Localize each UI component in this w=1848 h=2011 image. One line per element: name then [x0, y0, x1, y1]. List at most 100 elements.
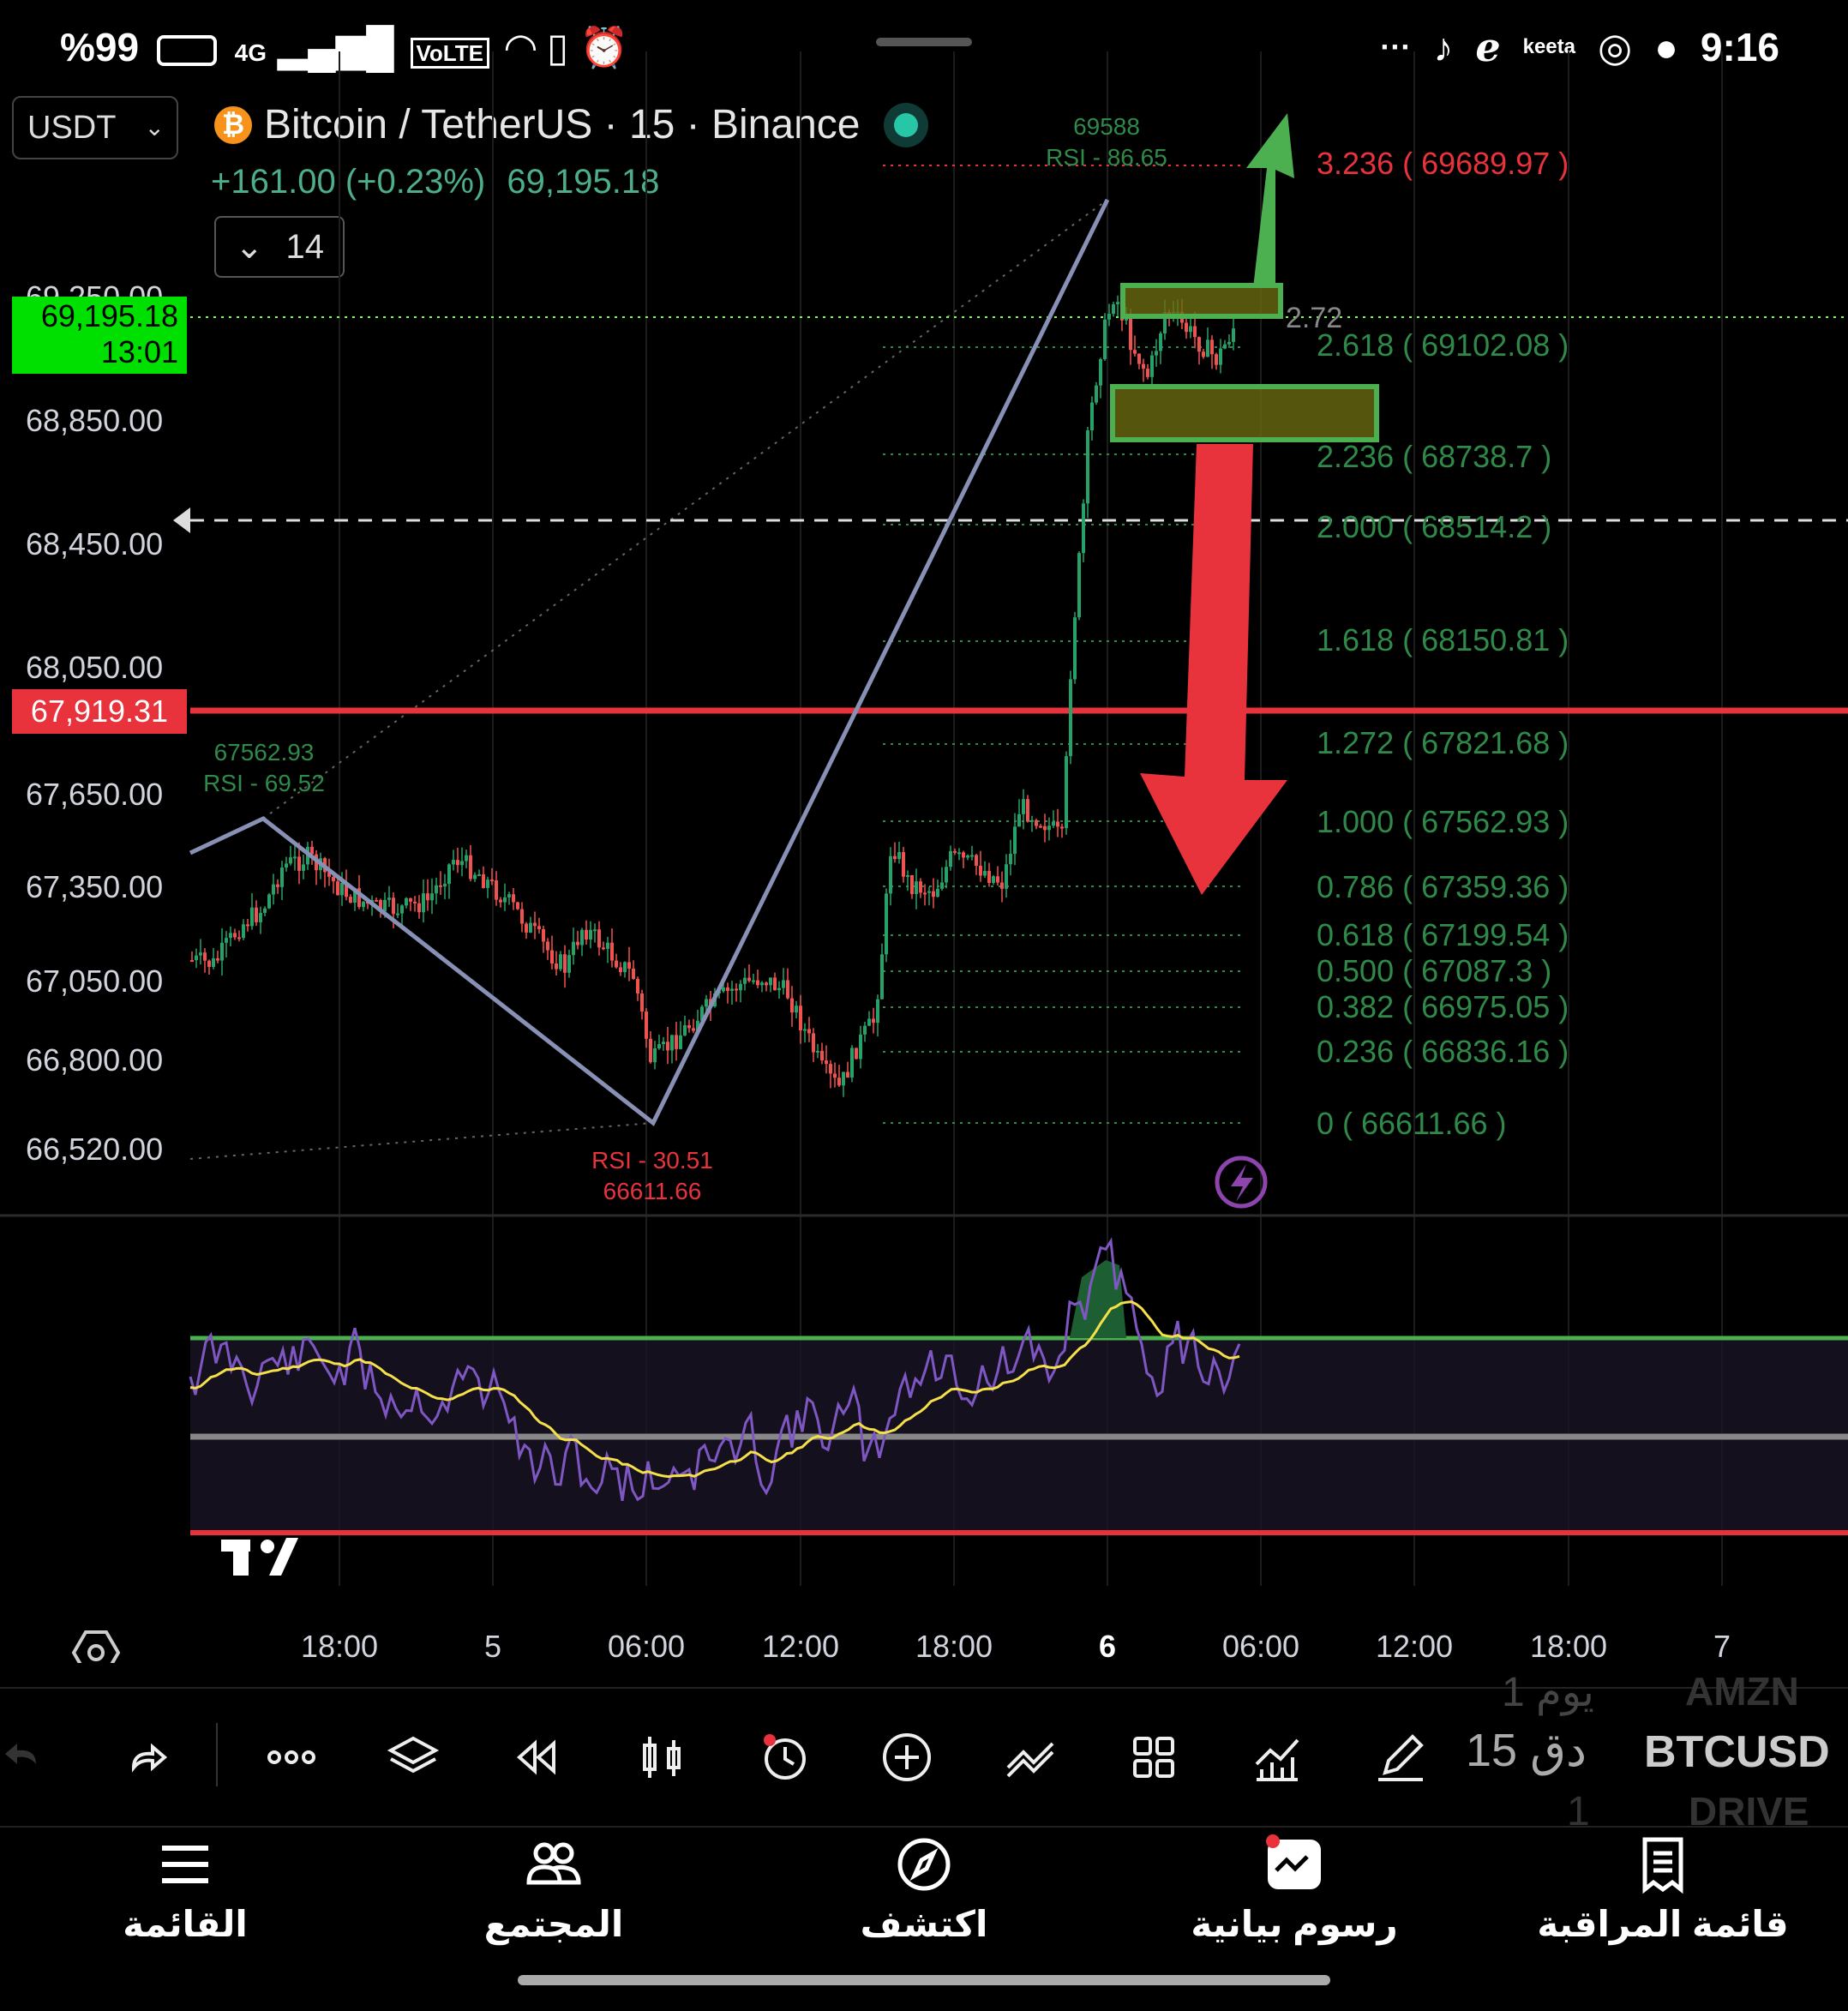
candle-body [842, 1072, 845, 1086]
candle-body [705, 999, 708, 1007]
candle-body [1086, 430, 1089, 504]
candle-body [1185, 322, 1188, 333]
candle-body [1030, 819, 1034, 822]
more-button[interactable] [257, 1723, 326, 1792]
chart-canvas[interactable] [0, 51, 1848, 1663]
redo-button[interactable] [110, 1723, 178, 1792]
time-axis-label: 18:00 [915, 1629, 993, 1664]
time-axis-label: 18:00 [1529, 1629, 1608, 1664]
undo-button[interactable] [0, 1723, 60, 1792]
candle-body [893, 855, 897, 860]
time-axis-label: 6 [1098, 1629, 1117, 1664]
add-button[interactable] [873, 1723, 941, 1792]
candle-body [606, 942, 609, 949]
candle-body [1163, 312, 1167, 333]
draw-button[interactable] [1366, 1723, 1435, 1792]
candle-body [405, 897, 408, 906]
community-icon [526, 1842, 581, 1885]
chart-type-button[interactable] [627, 1723, 696, 1792]
candle-body [692, 1028, 695, 1031]
candle-body [889, 855, 892, 894]
candle-body [850, 1048, 854, 1078]
candle-body [627, 962, 631, 969]
down-arrow [1140, 444, 1287, 895]
price-axis-label: 67,050.00 [26, 963, 164, 999]
candle-body [430, 893, 434, 901]
candle-body [1000, 882, 1004, 889]
candle-body [1017, 813, 1021, 827]
indicator-collapse-toggle[interactable]: ⌄ 14 [214, 216, 345, 278]
candle-body [872, 1018, 875, 1024]
symbol-option[interactable]: AMZN [1685, 1669, 1799, 1714]
candle-body [473, 874, 477, 879]
candle-body [649, 1038, 652, 1063]
menu-icon [162, 1846, 208, 1883]
candle-body [910, 874, 914, 895]
candle-body [465, 855, 468, 861]
layout-button[interactable] [1119, 1723, 1188, 1792]
candle-body [619, 967, 622, 973]
layers-button[interactable] [379, 1723, 447, 1792]
high-price: 69588 [1073, 113, 1140, 140]
replay-button[interactable] [502, 1723, 571, 1792]
candle-body [1073, 617, 1077, 680]
indicators-button[interactable] [1243, 1723, 1311, 1792]
nav-community[interactable]: المجتمع [425, 1834, 682, 1945]
market-status-icon[interactable] [884, 102, 929, 147]
lightning-icon [1215, 1156, 1268, 1209]
candle-body [1095, 385, 1098, 403]
fib-label: 0.500 ( 67087.3 ) [1317, 953, 1552, 988]
indicator-length: 14 [285, 227, 325, 266]
candle-body [267, 894, 271, 909]
candle-body [803, 1029, 807, 1031]
wifi-icon: ◠ [505, 25, 537, 69]
fib-label: 1.272 ( 67821.68 ) [1317, 725, 1569, 760]
price-axis-label: 66,800.00 [26, 1042, 164, 1078]
candle-body [550, 950, 554, 964]
timeframe-option[interactable]: 1 يوم [1502, 1670, 1594, 1715]
symbol-selector[interactable]: BTCUSD [1644, 1727, 1830, 1777]
candle-body [983, 871, 987, 876]
candle-body [945, 867, 948, 883]
candle-body [1056, 821, 1059, 827]
compare-button[interactable] [996, 1723, 1065, 1792]
extension-label: 2.72 [1286, 302, 1343, 334]
chevron-down-icon: ⌄ [234, 228, 264, 266]
candle-body [807, 1029, 811, 1034]
currency-select[interactable]: USDT ⌄ [12, 96, 178, 159]
candle-body [1077, 553, 1081, 618]
status-bar-right: ··· ♪ ℯ keeta ◎ ● 9:16 [1380, 24, 1779, 70]
chevron-down-icon: ⌄ [144, 114, 165, 141]
timeframe-selector[interactable]: 15 دق [1466, 1725, 1587, 1776]
candle-body [1125, 318, 1128, 321]
candle-body [1069, 679, 1072, 757]
candle-body [422, 893, 425, 913]
lower-zone-box [1110, 384, 1379, 442]
candle-body [679, 1035, 682, 1049]
nav-explore-label: اكتشف [860, 1904, 988, 1944]
candle-body [855, 1048, 858, 1060]
nav-charts[interactable]: رسوم بيانية [1166, 1834, 1423, 1945]
price-axis-label: 68,450.00 [26, 526, 164, 561]
candle-body [255, 907, 258, 922]
candle-body [837, 1078, 841, 1086]
candle-body [919, 881, 922, 893]
candle-body [940, 882, 944, 889]
candle-body [645, 1012, 648, 1039]
candle-body [357, 888, 361, 908]
nav-charts-label: رسوم بيانية [1191, 1904, 1398, 1944]
candle-body [263, 908, 267, 913]
symbol-title[interactable]: ₿ Bitcoin / TetherUS · 15 · Binance [214, 101, 929, 148]
upper-zone-box [1120, 283, 1283, 319]
candle-body [996, 876, 999, 883]
candle-body [585, 929, 588, 940]
time-axis-label: 5 [483, 1629, 502, 1664]
nav-explore[interactable]: اكتشف [795, 1834, 1053, 1945]
status-bar-left: %99 4G ▂▄▆█ VoLTE ◠ ▯ ⏰ [60, 24, 628, 71]
nav-menu[interactable]: القائمة [57, 1834, 314, 1945]
alert-button[interactable] [751, 1723, 819, 1792]
nav-watchlist[interactable]: قائمة المراقبة [1534, 1834, 1791, 1945]
candle-body [336, 881, 339, 896]
time-axis-label: 12:00 [1375, 1629, 1454, 1664]
clock: 9:16 [1700, 25, 1779, 69]
